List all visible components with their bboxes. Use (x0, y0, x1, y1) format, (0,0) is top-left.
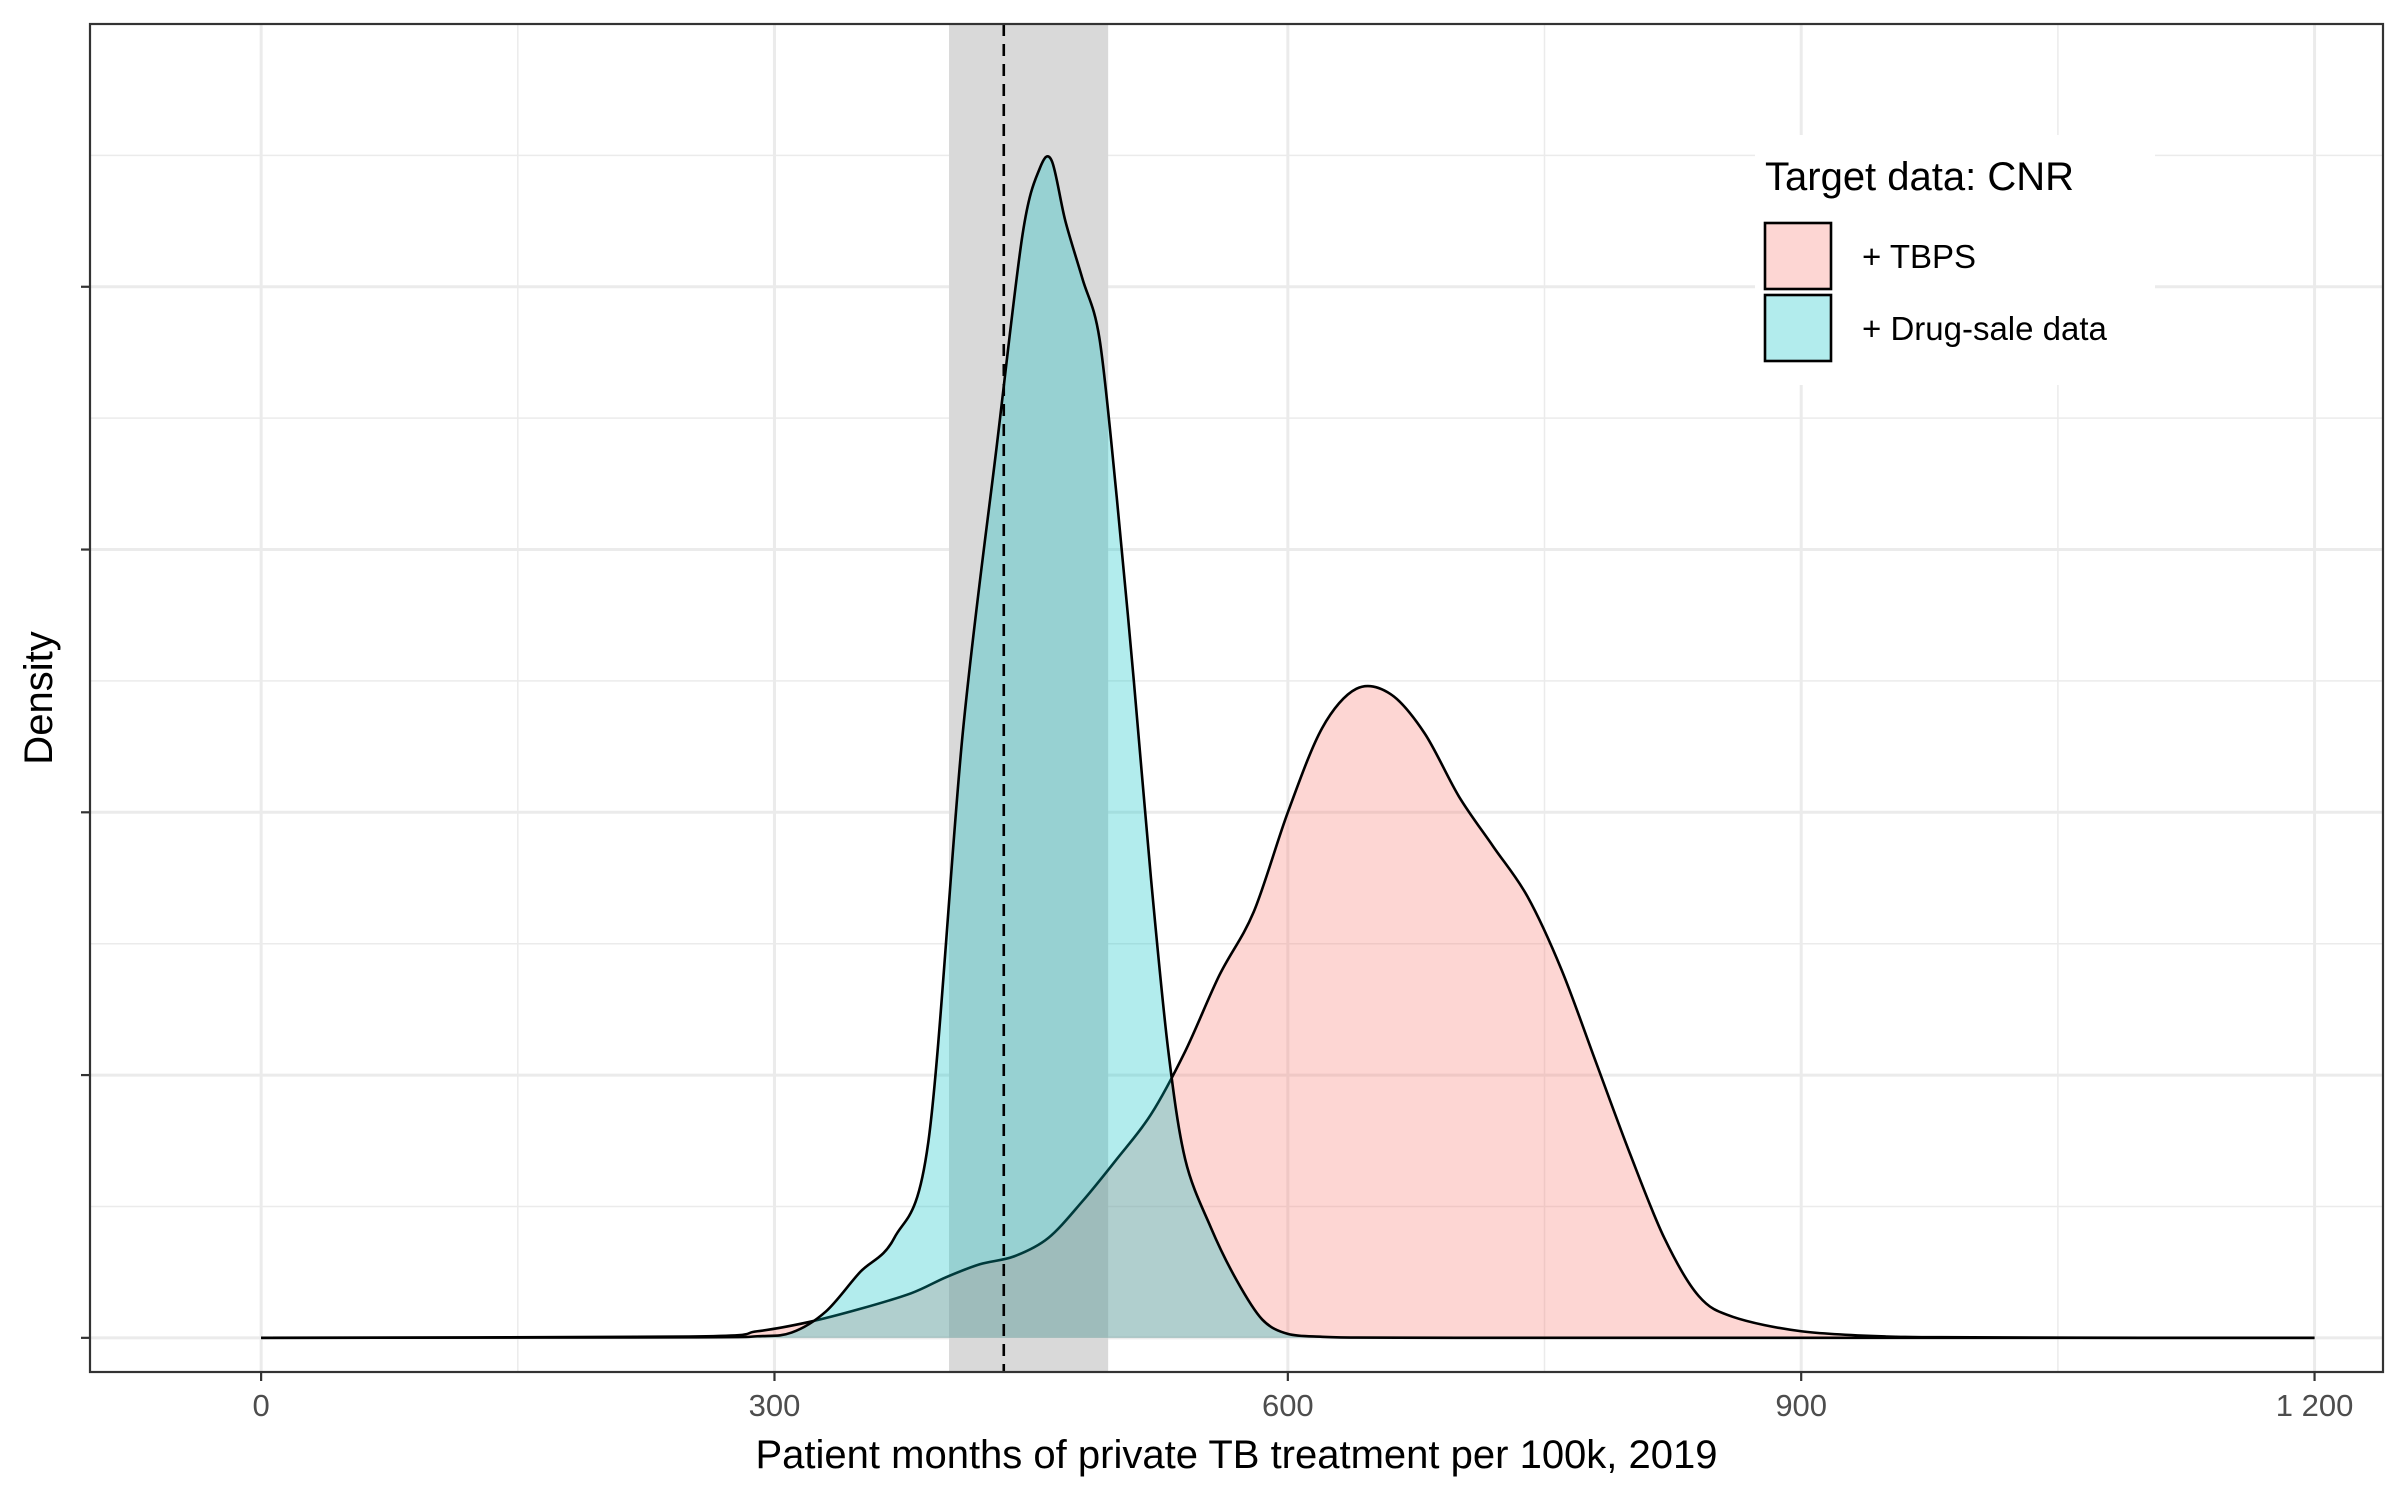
density-area-tbps (261, 686, 2315, 1338)
density-line-tbps (261, 684, 2315, 1340)
legend-key-drug-sale (1763, 293, 1833, 363)
x-tick-label: 900 (1775, 1388, 1827, 1423)
panel-border (88, 22, 2385, 1374)
x-tick-label: 0 (252, 1388, 269, 1423)
legend-background (1755, 135, 2155, 385)
reference-band (949, 24, 1109, 1372)
density-line-drug-sale (261, 155, 2315, 1340)
legend-title: Target data: CNR (1765, 155, 2074, 199)
legend: Target data: CNR + TBPS + Drug-sale data (1755, 135, 2155, 385)
legend-key-tbps (1763, 221, 1833, 291)
y-axis-title: Density (17, 631, 61, 764)
x-axis-title: Patient months of private TB treatment p… (755, 1433, 1717, 1477)
legend-label-drug-sale: + Drug-sale data (1862, 310, 2108, 347)
x-tick-label: 300 (749, 1388, 801, 1423)
legend-label-tbps: + TBPS (1862, 238, 1976, 275)
x-tick-label: 1 200 (2276, 1388, 2354, 1423)
x-tick-label: 600 (1262, 1388, 1314, 1423)
axes: 0 300 600 900 1 200 (81, 285, 2354, 1423)
